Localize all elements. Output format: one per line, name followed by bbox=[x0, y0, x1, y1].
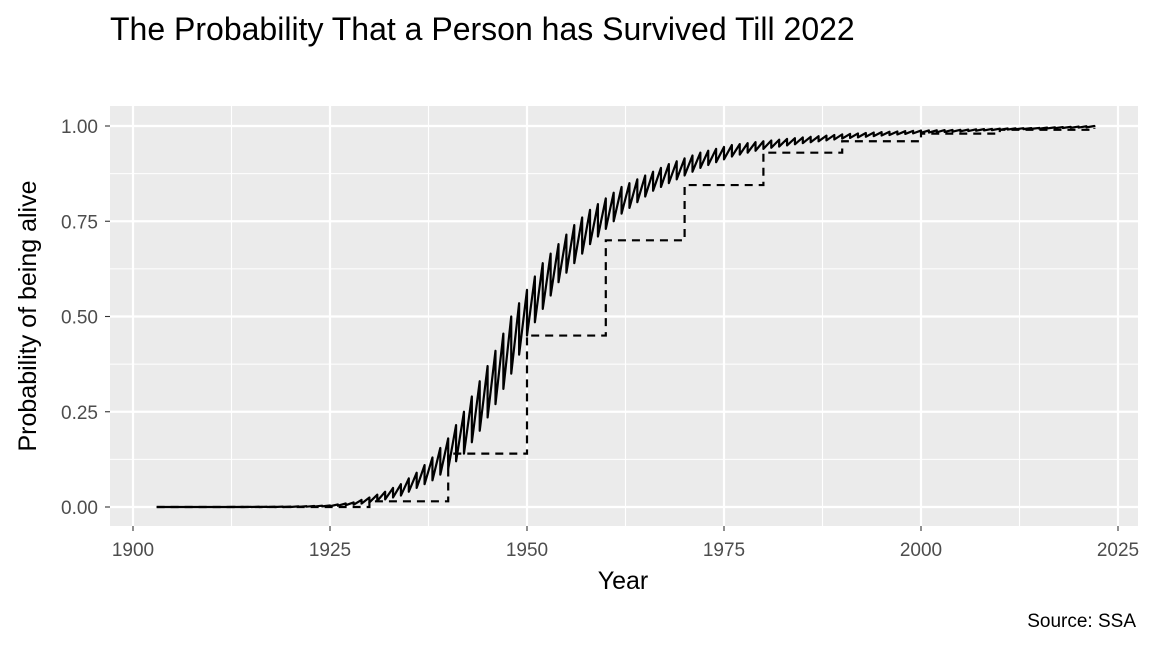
y-tick-label: 0.75 bbox=[61, 212, 98, 233]
y-tick-label: 0.25 bbox=[61, 403, 98, 424]
oscillating-series-solid bbox=[156, 124, 1096, 509]
x-tick-label: 1950 bbox=[506, 540, 548, 561]
series-layer bbox=[156, 124, 1096, 509]
source-caption: Source: SSA bbox=[1027, 611, 1136, 632]
x-axis-title: Year bbox=[598, 567, 649, 595]
y-axis-ticks: 0.00 0.25 0.50 0.75 1.00 bbox=[61, 117, 110, 519]
x-tick-label: 1975 bbox=[703, 540, 745, 561]
y-tick-label: 0.00 bbox=[61, 498, 98, 519]
gridlines bbox=[110, 106, 1138, 526]
x-tick-label: 2000 bbox=[900, 540, 942, 561]
y-axis-title: Probability of being alive bbox=[14, 181, 42, 452]
y-tick-label: 1.00 bbox=[61, 117, 98, 138]
x-axis-ticks: 1900 1925 1950 1975 2000 2025 bbox=[112, 526, 1139, 561]
x-tick-label: 2025 bbox=[1097, 540, 1139, 561]
x-tick-label: 1925 bbox=[309, 540, 351, 561]
x-tick-label: 1900 bbox=[112, 540, 154, 561]
chart-title: The Probability That a Person has Surviv… bbox=[110, 11, 855, 47]
y-tick-label: 0.50 bbox=[61, 308, 98, 329]
step-series-dashed bbox=[156, 127, 1096, 509]
